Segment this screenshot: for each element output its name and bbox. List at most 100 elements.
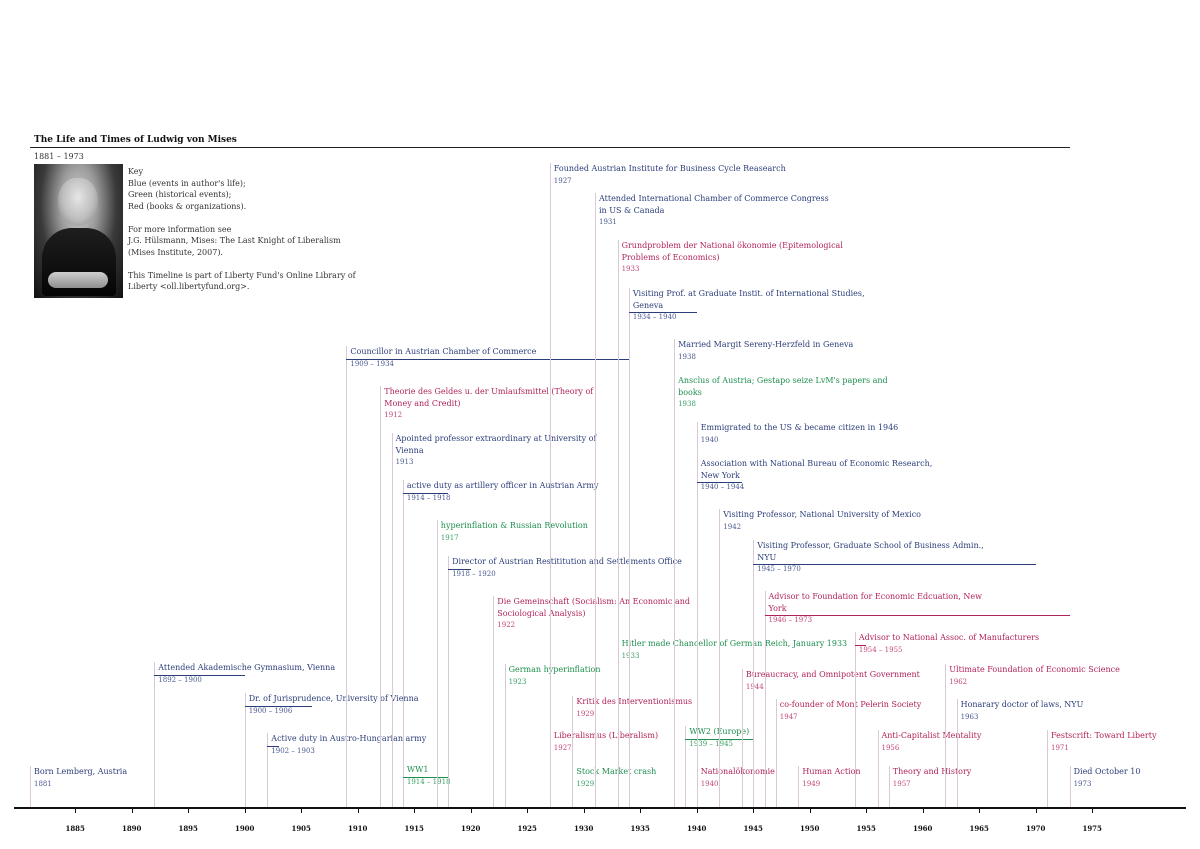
event-label-continued: Money and Credit) [384, 398, 461, 408]
event-years: 1940 [700, 779, 719, 788]
event-years: 1892 – 1900 [158, 675, 202, 684]
axis-tick [809, 808, 811, 813]
legend-key: Key Blue (events in author's life); Green … [128, 166, 356, 293]
event-stem [775, 699, 777, 807]
event-label: Ansclus of Austria; Gestapo seize LvM's … [678, 376, 888, 385]
event-years: 1927 [553, 743, 572, 752]
event-years: 1900 – 1906 [248, 706, 293, 715]
title-rule [30, 147, 1070, 148]
axis-tick [414, 808, 416, 813]
axis-tick [1092, 808, 1094, 813]
event-years: 1944 [745, 682, 764, 691]
timeline-event: Theory and History 1957 [893, 766, 972, 789]
event-years: 1914 – 1918 [406, 777, 451, 786]
key-line: Liberty <oll.libertyfund.org>. [128, 282, 250, 291]
event-years: 1957 [892, 779, 911, 788]
axis-tick-label: 1965 [969, 824, 989, 833]
event-years: 1973 [1073, 779, 1092, 788]
event-label: hyperinflation & Russian Revolution [440, 521, 588, 530]
event-label: Attended Akademische Gymnasium, Vienna [158, 663, 336, 672]
event-label: Ultimate Foundation of Economic Science [949, 665, 1120, 674]
event-duration-bar [854, 644, 867, 646]
event-years: 1963 [960, 712, 979, 721]
axis-tick-label: 1955 [856, 824, 876, 833]
axis-tick-label: 1970 [1025, 824, 1046, 833]
event-label: Stock Market crash [576, 767, 657, 776]
axis-tick [696, 808, 698, 813]
event-label: Hitler made Chancellor of German Reich, … [621, 639, 848, 648]
key-line: Green (historical events); [128, 190, 232, 199]
event-stem [402, 480, 404, 807]
axis-tick-label: 1935 [630, 824, 650, 833]
timeline-event: Born Lemberg, Austria 1881 [34, 766, 127, 789]
axis-tick [301, 808, 303, 813]
event-label: Visiting Prof. at Graduate Instit. of In… [632, 289, 865, 298]
event-stem [741, 669, 743, 807]
event-years: 1962 [949, 677, 968, 686]
event-years: 1947 [779, 712, 798, 721]
event-label: Grundproblem der National ökonomie (Epit… [621, 241, 843, 250]
event-label-continued: Sociological Analysis) [497, 608, 586, 618]
timeline-event: Theorie des Geldes u. der Umlaufsmittel … [384, 386, 593, 420]
axis-tick [75, 808, 77, 813]
timeline-event: Honarary doctor of laws, NYU 1963 [961, 699, 1084, 722]
event-label: Active duty in Austro-Hungarian army [271, 734, 427, 743]
event-years: 1912 [384, 411, 403, 419]
event-label-continued: NYU [757, 552, 777, 562]
event-label: Attended International Chamber of Commer… [599, 194, 829, 203]
timeline-event: Die Gemeinschaft (Socialism: An Economic… [497, 596, 690, 630]
event-label-continued: Geneva [632, 300, 664, 310]
timeline-event: Liberalismus (Liberalism) 1927 [554, 730, 658, 753]
axis-tick-label: 1930 [573, 824, 594, 833]
event-duration-bar [448, 568, 471, 570]
event-stem [244, 693, 246, 807]
event-duration-bar [402, 776, 449, 778]
event-stem [1069, 766, 1071, 807]
event-stem [267, 733, 269, 807]
event-label: Kritik des Interventionismus [576, 697, 693, 706]
axis-tick-label: 1950 [799, 824, 820, 833]
event-years: 1923 [508, 677, 527, 686]
timeline-event: hyperinflation & Russian Revolution 1917 [441, 520, 588, 543]
event-duration-bar [402, 492, 449, 494]
event-label: Married Margit Sereny-Herzfeld in Geneva [678, 340, 854, 349]
timeline-event: Married Margit Sereny-Herzfeld in Geneva… [678, 339, 853, 362]
event-label: Visiting Professor, National University … [723, 510, 921, 519]
timeline-event: Festscrift: Toward Liberty 1971 [1051, 730, 1156, 753]
event-years: 1918 – 1920 [452, 569, 496, 578]
event-label-continued: books [678, 387, 702, 397]
axis-tick [470, 808, 472, 813]
axis-tick-label: 1900 [234, 824, 255, 833]
event-duration-bar [267, 745, 279, 747]
timeline-event: Visiting Prof. at Graduate Instit. of In… [633, 288, 865, 322]
timeline-event: Visiting Professor, National University … [723, 509, 921, 532]
portrait-photo [34, 164, 123, 298]
event-label: Liberalismus (Liberalism) [553, 731, 659, 740]
timeline-event: Ansclus of Austria; Gestapo seize LvM's … [678, 375, 888, 409]
key-line: Red (books & organizations). [128, 201, 247, 211]
event-years: 1939 – 1945 [689, 739, 733, 748]
axis-tick-label: 1940 [686, 824, 707, 833]
timeline-event: Dr. of Jurisprudence, University of Vien… [249, 693, 419, 716]
event-stem [154, 662, 156, 807]
timeline-event: Anti-Capitalist Mentality 1956 [882, 730, 982, 753]
axis-tick-label: 1915 [404, 824, 424, 833]
event-stem [696, 458, 698, 807]
event-label: Died October 10 [1073, 767, 1141, 776]
event-label: Founded Austrian Institute for Business … [553, 164, 786, 173]
event-stem [436, 520, 438, 807]
event-duration-bar [685, 738, 754, 740]
timeline-event: active duty as artillery officer in Aust… [407, 480, 599, 503]
timeline-event: Advisor to National Assoc. of Manufactur… [859, 632, 1039, 655]
timeline-event: WW1 1914 – 1918 [407, 764, 451, 787]
axis-tick [866, 808, 868, 813]
event-years: 1927 [553, 176, 572, 185]
event-stem [549, 163, 551, 807]
event-years: 1934 – 1940 [632, 313, 677, 321]
event-years: 1902 – 1903 [271, 746, 315, 755]
event-label-continued: York [768, 603, 787, 613]
axis-tick-label: 1895 [178, 824, 198, 833]
event-duration-bar [764, 615, 1070, 616]
event-stem [30, 766, 31, 807]
event-label: Advisor to Foundation for Economic Edcua… [768, 592, 982, 601]
